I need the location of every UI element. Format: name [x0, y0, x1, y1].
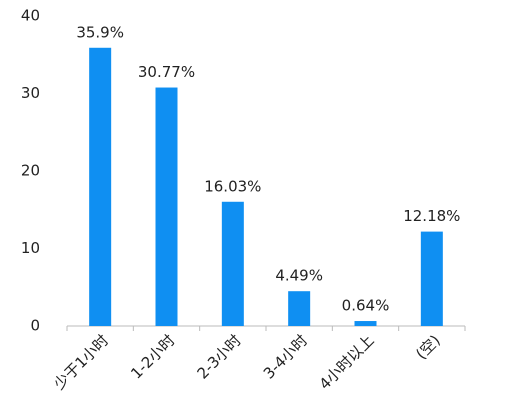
y-tick-label: 30: [21, 84, 40, 102]
x-tick-label: 4小时以上: [316, 331, 378, 393]
bar: [354, 321, 377, 326]
y-tick-label: 0: [30, 317, 40, 335]
y-tick-label: 40: [21, 7, 40, 25]
value-label: 4.49%: [275, 267, 323, 285]
x-tick-label: (空): [412, 331, 444, 363]
value-label: 35.9%: [76, 23, 124, 41]
x-tick-label: 3-4小时: [260, 331, 311, 382]
x-tick-label: 少于1小时: [50, 331, 112, 393]
value-label: 0.64%: [342, 297, 390, 315]
bar: [288, 291, 311, 326]
value-label: 12.18%: [403, 207, 460, 225]
bar: [221, 201, 244, 326]
bar: [89, 47, 112, 327]
y-tick-label: 20: [21, 162, 40, 180]
x-tick-label: 1-2小时: [127, 331, 178, 382]
bar: [420, 231, 443, 326]
value-label: 30.77%: [138, 63, 195, 81]
x-tick-label: 2-3小时: [194, 331, 245, 382]
bar: [155, 87, 178, 326]
y-tick-label: 10: [21, 239, 40, 257]
value-label: 16.03%: [204, 177, 261, 195]
